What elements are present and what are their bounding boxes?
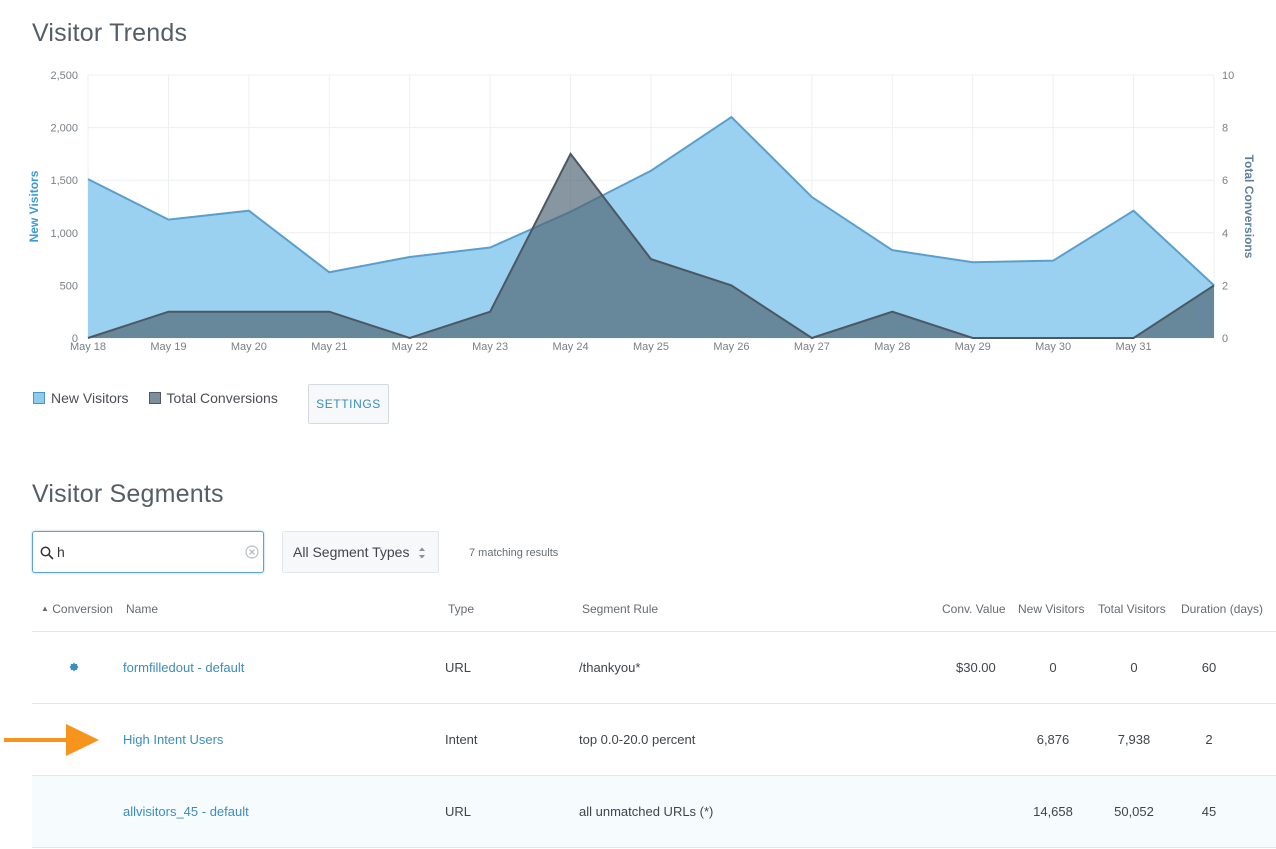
y-tick-right: 8 [1222,123,1228,135]
x-tick-label: May 24 [553,341,589,353]
segment-type: Intent [445,732,478,747]
y-tick-right: 4 [1222,228,1228,240]
x-tick-label: May 29 [955,341,991,353]
column-header-total-visitors[interactable]: Total Visitors [1098,602,1166,616]
table-header-divider [32,631,1276,632]
segment-rule: all unmatched URLs (*) [579,804,714,819]
row-divider [32,775,1276,776]
table-row[interactable]: allvisitors_45 - default URL all unmatch… [32,776,1276,847]
column-header-conversion-label: Conversion [52,602,113,616]
x-tick-label: May 25 [633,341,669,353]
matching-results-count: 7 matching results [469,547,559,559]
column-header-duration[interactable]: Duration (days) [1181,602,1264,616]
column-header-segment-rule[interactable]: Segment Rule [582,602,659,616]
row-divider [32,847,1276,848]
column-header-name[interactable]: Name [126,602,159,616]
settings-button[interactable]: SETTINGS [308,384,389,424]
y-tick-right: 2 [1222,280,1228,292]
column-header-new-visitors[interactable]: New Visitors [1018,602,1085,616]
segment-name-link[interactable]: allvisitors_45 - default [123,804,249,819]
x-tick-label: May 18 [70,341,106,353]
segment-rule: /thankyou* [579,660,641,675]
segment-conv-value: $30.00 [956,660,996,675]
total-conversions-area [88,153,1214,338]
segment-name-link[interactable]: formfilledout - default [123,660,245,675]
visitor-segments-title: Visitor Segments [32,480,224,508]
legend-total-conversions-swatch [148,392,161,404]
search-icon [40,546,54,560]
y-tick-left: 1,500 [50,175,78,187]
x-tick-label: May 27 [794,341,830,353]
column-header-type[interactable]: Type [448,602,475,616]
segment-total-visitors: 50,052 [1114,804,1154,819]
segment-total-visitors: 0 [1130,660,1138,675]
y-tick-left: 500 [60,280,78,292]
y-axis-title-left: New Visitors [27,170,41,242]
column-header-conv-value[interactable]: Conv. Value [942,602,1006,616]
x-tick-label: May 21 [311,341,347,353]
visitor-trends-title: Visitor Trends [32,19,188,47]
new-visitors-line [87,115,1215,287]
segment-type-select-value: All Segment Types [293,544,410,560]
segment-duration: 45 [1201,804,1217,819]
table-row[interactable]: formfilledout - default URL /thankyou* $… [32,632,1276,703]
total-conversions-line [87,152,1215,340]
legend-new-visitors-swatch [33,392,45,404]
sort-ascending-icon: ▲ [41,604,49,613]
legend-total-conversions[interactable]: Total Conversions [148,390,278,406]
x-tick-label: May 31 [1116,341,1152,353]
visitor-trends-chart: 0 500 1,000 1,500 2,000 2,500 0 2 4 6 8 10 May 18 May… [0,60,1276,360]
segment-new-visitors: 0 [1049,660,1057,675]
x-tick-label: May 23 [472,341,508,353]
x-tick-label: May 20 [231,341,267,353]
select-arrows-icon [419,547,425,559]
trend-chart-svg: 0 500 1,000 1,500 2,000 2,500 0 2 4 6 8 10 May 18 May… [27,70,1256,353]
column-header-conversion[interactable]: ▲ Conversion [41,602,113,616]
segment-search-input[interactable] [57,542,237,562]
x-tick-label: May 22 [392,341,428,353]
y-tick-right: 0 [1222,333,1228,345]
y-tick-right: 6 [1222,175,1228,187]
segment-total-visitors: 7,938 [1117,732,1151,747]
segment-new-visitors: 6,876 [1036,732,1070,747]
orange-arrow-icon [4,724,99,756]
x-tick-label: May 19 [150,341,186,353]
segment-type: URL [445,660,472,675]
y-tick-left: 2,500 [50,70,78,82]
x-tick-label: May 28 [874,341,910,353]
y-tick-left: 2,000 [50,123,78,135]
segment-duration: 2 [1205,732,1213,747]
clear-search-icon[interactable] [245,545,259,559]
legend-total-conversions-label: Total Conversions [166,390,278,406]
legend-new-visitors[interactable]: New Visitors [33,390,129,406]
y-tick-left: 0 [72,333,78,345]
conversion-indicator-icon [69,662,79,672]
y-axis-title-right: Total Conversions [1242,155,1256,259]
row-divider [32,703,1276,704]
segment-type-select[interactable]: All Segment Types [282,531,439,573]
legend-new-visitors-label: New Visitors [51,390,129,406]
segment-rule: top 0.0-20.0 percent [579,732,696,747]
segment-search-box[interactable] [32,531,264,573]
y-tick-left: 1,000 [50,228,78,240]
x-tick-label: May 26 [713,341,749,353]
new-visitors-area [88,117,1214,338]
table-row[interactable]: High Intent Users Intent top 0.0-20.0 pe… [32,704,1276,775]
chart-legend: New Visitors Total Conversions [33,390,298,406]
x-tick-label: May 30 [1035,341,1071,353]
y-tick-right: 10 [1222,70,1234,82]
segment-duration: 60 [1201,660,1217,675]
segment-type: URL [445,804,472,819]
segment-new-visitors: 14,658 [1033,804,1073,819]
segment-name-link[interactable]: High Intent Users [123,732,224,747]
